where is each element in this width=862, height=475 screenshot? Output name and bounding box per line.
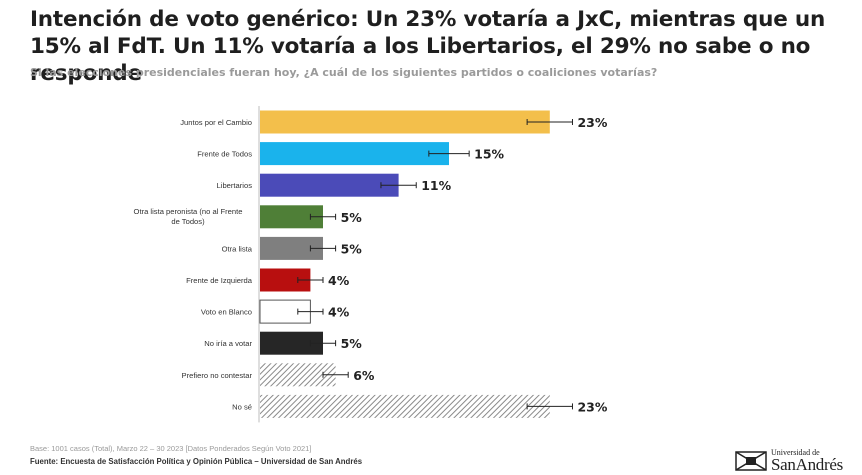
category-label: Juntos por el Cambio — [180, 118, 252, 127]
logo-big-text: SanAndrés — [771, 455, 843, 474]
value-label: 23% — [577, 399, 607, 414]
chart-title: Intención de voto genérico: Un 23% votar… — [30, 7, 826, 86]
value-label: 23% — [577, 115, 607, 130]
bar — [260, 142, 449, 166]
value-label: 5% — [341, 241, 363, 256]
category-label: Libertarios — [217, 181, 253, 190]
category-label: Otra lista peronista (no al Frente de Tod… — [134, 207, 243, 226]
category-label: No iría a votar — [204, 339, 252, 348]
bar — [260, 205, 323, 229]
value-label: 5% — [341, 336, 363, 351]
category-label: Otra lista — [222, 244, 253, 253]
bar — [260, 173, 399, 197]
bar — [260, 363, 336, 387]
bar — [260, 331, 323, 355]
value-label: 15% — [474, 147, 504, 162]
bar-chart: Juntos por el Cambio 23% Frente de Todos 15… — [134, 106, 608, 423]
logo-crest-icon — [735, 451, 767, 471]
category-label: Frente de Izquierda — [186, 276, 253, 285]
footnote: Base: 1001 casos (Total), Marzo 22 – 30 … — [30, 444, 312, 453]
value-label: 4% — [328, 305, 350, 320]
bar — [260, 394, 550, 418]
category-label: Prefiero no contestar — [182, 371, 253, 380]
bar — [260, 236, 323, 260]
university-logo: Universidad de SanAndrés — [735, 448, 860, 474]
value-label: 11% — [421, 178, 451, 193]
category-label: Voto en Blanco — [201, 308, 252, 317]
category-label: Frente de Todos — [197, 150, 252, 159]
chart-subtitle: Si las elecciones presidenciales fueran … — [30, 66, 658, 79]
logo-small-text: Universidad de — [771, 448, 820, 457]
value-label: 6% — [353, 368, 375, 383]
value-label: 5% — [341, 210, 363, 225]
value-label: 4% — [328, 273, 350, 288]
bar — [260, 110, 550, 134]
category-label: No sé — [232, 402, 252, 411]
bar — [260, 268, 311, 292]
source-note: Fuente: Encuesta de Satisfacción Polític… — [30, 457, 363, 466]
